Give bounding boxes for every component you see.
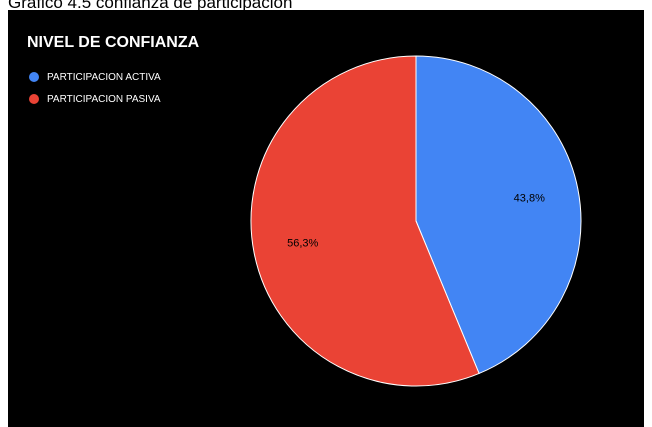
chart-panel: NIVEL DE CONFIANZA PARTICIPACION ACTIVA … [8, 10, 644, 427]
legend-label-pasiva: PARTICIPACION PASIVA [47, 93, 161, 105]
legend-item-pasiva: PARTICIPACION PASIVA [29, 88, 161, 110]
pie-chart: 43,8% 56,3% [250, 55, 582, 387]
legend-item-activa: PARTICIPACION ACTIVA [29, 66, 161, 88]
pie-slice-pasiva [250, 55, 480, 387]
pie-label-activa: 43,8% [514, 192, 545, 204]
legend-label-activa: PARTICIPACION ACTIVA [47, 71, 161, 83]
pie-slice-activa [415, 55, 582, 375]
figure-caption: Gráfico 4.5 confianza de participación [8, 0, 293, 12]
legend-swatch-activa [29, 72, 39, 82]
chart-legend: PARTICIPACION ACTIVA PARTICIPACION PASIV… [29, 66, 161, 110]
legend-swatch-pasiva [29, 94, 39, 104]
pie-label-pasiva: 56,3% [287, 237, 318, 249]
chart-title: NIVEL DE CONFIANZA [27, 34, 200, 51]
